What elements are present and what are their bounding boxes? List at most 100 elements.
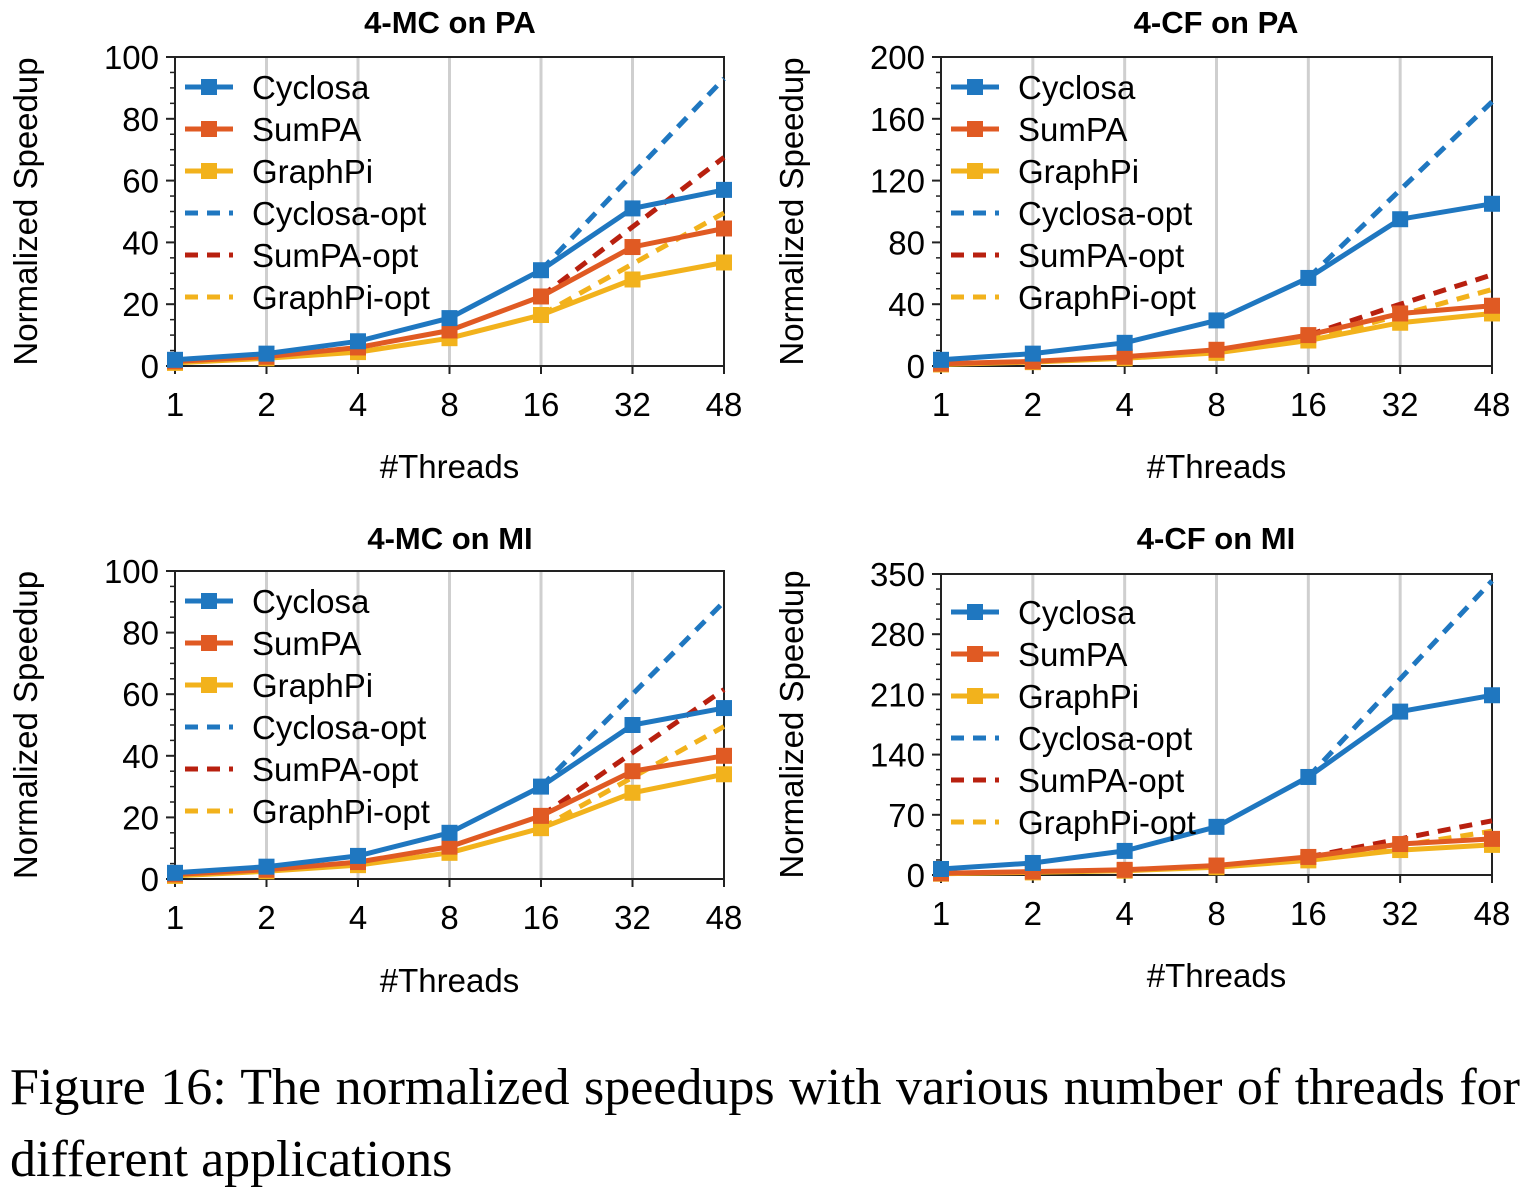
x-axis-label: #Threads bbox=[380, 962, 519, 999]
legend-label: Cyclosa bbox=[252, 69, 370, 106]
legend-label: SumPA bbox=[1018, 636, 1127, 673]
legend-label: GraphPi-opt bbox=[252, 793, 430, 830]
y-tick-label: 40 bbox=[122, 738, 159, 775]
data-point-cyclosa bbox=[1392, 703, 1409, 720]
data-point-graphpi bbox=[716, 766, 732, 783]
data-point-cyclosa bbox=[1300, 269, 1317, 286]
data-point-sumpa bbox=[1392, 305, 1409, 322]
x-tick-label: 8 bbox=[1207, 386, 1225, 423]
legend-marker bbox=[967, 121, 983, 137]
data-point-cyclosa bbox=[1208, 818, 1225, 835]
legend-item-sumpa-opt: SumPA-opt bbox=[951, 762, 1184, 799]
legend-label: Cyclosa bbox=[1018, 69, 1136, 106]
data-point-graphpi bbox=[533, 307, 549, 324]
data-point-cyclosa bbox=[1116, 842, 1133, 859]
series-line-graphpi-opt bbox=[539, 210, 726, 318]
data-point-cyclosa bbox=[350, 333, 366, 350]
x-tick-label: 8 bbox=[1207, 895, 1225, 932]
data-point-sumpa bbox=[624, 763, 641, 780]
chart-title: 4-MC on MI bbox=[367, 521, 532, 556]
data-point-cyclosa bbox=[1484, 687, 1500, 704]
data-point-cyclosa bbox=[933, 860, 949, 877]
legend-label: GraphPi bbox=[1018, 153, 1139, 190]
legend-label: GraphPi-opt bbox=[1018, 804, 1196, 841]
legend-marker bbox=[201, 163, 217, 179]
x-tick-label: 32 bbox=[1382, 895, 1419, 932]
legend-label: SumPA-opt bbox=[1018, 237, 1184, 274]
legend-label: SumPA-opt bbox=[252, 751, 418, 788]
legend-item-cyclosa: Cyclosa bbox=[185, 69, 370, 106]
series-line-sumpa-opt bbox=[1307, 272, 1493, 338]
legend-item-cyclosa: Cyclosa bbox=[185, 583, 370, 620]
data-point-sumpa bbox=[533, 288, 549, 305]
data-point-cyclosa bbox=[933, 351, 949, 368]
data-point-graphpi bbox=[624, 271, 641, 288]
series-line-sumpa-opt bbox=[539, 155, 726, 299]
data-point-sumpa bbox=[1300, 848, 1317, 865]
data-point-sumpa bbox=[1484, 830, 1500, 847]
x-tick-label: 16 bbox=[1290, 895, 1327, 932]
data-point-sumpa bbox=[1116, 861, 1133, 878]
y-tick-label: 80 bbox=[122, 101, 159, 138]
data-point-sumpa bbox=[1484, 297, 1500, 314]
y-tick-label: 160 bbox=[870, 101, 925, 138]
data-point-graphpi bbox=[716, 254, 732, 271]
series-line-cyclosa-opt bbox=[1306, 579, 1494, 779]
legend-label: SumPA-opt bbox=[1018, 762, 1184, 799]
legend-label: GraphPi bbox=[1018, 678, 1139, 715]
legend-marker bbox=[201, 79, 217, 95]
y-tick-label: 80 bbox=[122, 615, 159, 652]
legend-item-cyclosa-opt: Cyclosa-opt bbox=[185, 709, 426, 746]
legend-item-graphpi-opt: GraphPi-opt bbox=[951, 804, 1196, 841]
x-tick-label: 1 bbox=[932, 386, 950, 423]
y-tick-label: 0 bbox=[141, 348, 159, 385]
legend-item-sumpa: SumPA bbox=[185, 625, 361, 662]
x-tick-label: 48 bbox=[706, 386, 743, 423]
legend-label: Cyclosa-opt bbox=[252, 709, 426, 746]
data-point-cyclosa bbox=[167, 864, 183, 881]
series-line-sumpa-opt bbox=[539, 687, 726, 818]
data-point-sumpa bbox=[1300, 327, 1317, 344]
y-tick-label: 0 bbox=[907, 857, 925, 894]
legend-item-cyclosa-opt: Cyclosa-opt bbox=[185, 195, 426, 232]
legend-item-graphpi-opt: GraphPi-opt bbox=[951, 279, 1196, 316]
x-tick-label: 32 bbox=[614, 386, 651, 423]
legend-item-sumpa-opt: SumPA-opt bbox=[185, 751, 418, 788]
x-tick-label: 4 bbox=[349, 899, 367, 936]
legend-item-graphpi-opt: GraphPi-opt bbox=[185, 793, 430, 830]
data-point-cyclosa bbox=[258, 858, 275, 875]
y-tick-label: 60 bbox=[122, 163, 159, 200]
data-point-sumpa bbox=[716, 220, 732, 237]
y-tick-label: 100 bbox=[104, 553, 159, 590]
data-point-cyclosa bbox=[1024, 854, 1041, 871]
chart-title: 4-CF on PA bbox=[1134, 5, 1299, 40]
x-tick-label: 4 bbox=[349, 386, 367, 423]
x-tick-label: 2 bbox=[257, 899, 275, 936]
y-tick-label: 350 bbox=[870, 556, 925, 593]
y-tick-label: 0 bbox=[907, 348, 925, 385]
x-tick-label: 1 bbox=[932, 895, 950, 932]
data-point-graphpi bbox=[533, 820, 549, 837]
legend-label: Cyclosa-opt bbox=[252, 195, 426, 232]
data-point-cyclosa bbox=[624, 200, 641, 217]
y-tick-label: 40 bbox=[122, 224, 159, 261]
legend-marker bbox=[967, 79, 983, 95]
legend-label: Cyclosa-opt bbox=[1018, 720, 1192, 757]
figure-caption: Figure 16: The normalized speedups with … bbox=[10, 1059, 1520, 1188]
x-tick-label: 48 bbox=[1474, 895, 1511, 932]
x-axis-label: #Threads bbox=[1147, 448, 1286, 485]
y-tick-label: 70 bbox=[888, 797, 925, 834]
legend-item-graphpi: GraphPi bbox=[951, 153, 1139, 190]
y-tick-label: 140 bbox=[870, 737, 925, 774]
data-point-sumpa bbox=[1208, 857, 1225, 874]
data-point-cyclosa bbox=[1484, 195, 1500, 212]
legend-item-sumpa: SumPA bbox=[185, 111, 361, 148]
legend-marker bbox=[201, 635, 217, 651]
legend-item-cyclosa: Cyclosa bbox=[951, 69, 1136, 106]
x-axis-label: #Threads bbox=[380, 448, 519, 485]
legend-marker bbox=[967, 646, 983, 662]
x-tick-label: 2 bbox=[1024, 386, 1042, 423]
series-line-graphpi-opt bbox=[539, 724, 726, 831]
data-point-cyclosa bbox=[441, 310, 458, 327]
